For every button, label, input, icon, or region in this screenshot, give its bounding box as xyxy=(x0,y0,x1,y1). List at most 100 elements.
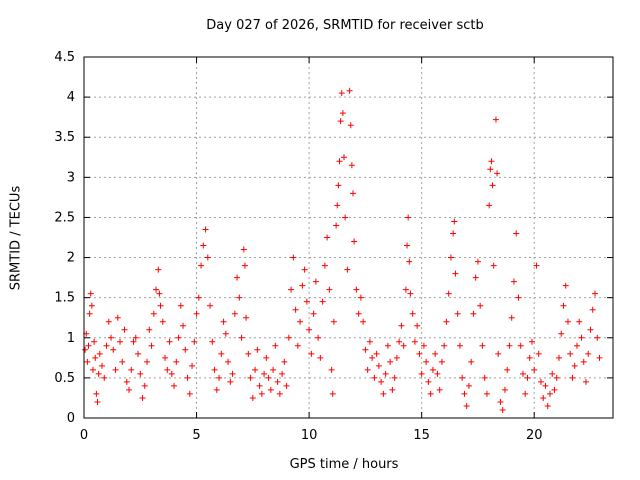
data-point xyxy=(339,110,346,117)
data-point xyxy=(353,286,360,293)
y-tick-label: 3.5 xyxy=(54,130,75,145)
data-point xyxy=(321,262,328,269)
data-point xyxy=(546,390,553,397)
data-point xyxy=(336,158,343,165)
data-point xyxy=(515,294,522,301)
data-point xyxy=(202,226,209,233)
data-point xyxy=(88,302,95,309)
data-point xyxy=(344,266,351,273)
data-point xyxy=(423,358,430,365)
data-point xyxy=(400,342,407,349)
data-point xyxy=(571,362,578,369)
data-point xyxy=(103,342,110,349)
data-point xyxy=(173,358,180,365)
data-point xyxy=(357,294,364,301)
data-point xyxy=(510,278,517,285)
data-point xyxy=(297,318,304,325)
data-point xyxy=(265,374,272,381)
data-point xyxy=(123,378,130,385)
x-axis-label: GPS time / hours xyxy=(289,457,399,472)
data-point xyxy=(495,350,502,357)
data-point xyxy=(342,214,349,221)
data-point xyxy=(117,338,124,345)
data-point xyxy=(168,370,175,377)
y-tick-label: 1.5 xyxy=(54,291,75,306)
data-point xyxy=(180,322,187,329)
data-point xyxy=(432,350,439,357)
data-point xyxy=(441,342,448,349)
data-point xyxy=(351,238,358,245)
data-point xyxy=(508,314,515,321)
data-point xyxy=(198,262,205,269)
data-point xyxy=(429,366,436,373)
data-point xyxy=(382,370,389,377)
data-point xyxy=(261,370,268,377)
data-point xyxy=(254,346,261,353)
data-point xyxy=(294,342,301,349)
data-point xyxy=(517,342,524,349)
data-point xyxy=(338,90,345,97)
data-point xyxy=(450,230,457,237)
data-point xyxy=(474,258,481,265)
data-point xyxy=(487,166,494,173)
data-point xyxy=(148,342,155,349)
data-point xyxy=(333,222,340,229)
data-point xyxy=(387,358,394,365)
data-point xyxy=(243,314,250,321)
data-point xyxy=(362,346,369,353)
data-point xyxy=(555,354,562,361)
data-point xyxy=(447,254,454,261)
data-point xyxy=(373,350,380,357)
data-point xyxy=(488,158,495,165)
data-point xyxy=(490,262,497,269)
y-tick-label: 3 xyxy=(67,170,75,185)
data-point xyxy=(164,366,171,373)
data-point xyxy=(121,326,128,333)
data-point xyxy=(411,338,418,345)
data-point xyxy=(355,310,362,317)
data-point xyxy=(553,374,560,381)
data-point xyxy=(378,378,385,385)
data-point xyxy=(463,402,470,409)
data-point xyxy=(364,366,371,373)
data-point xyxy=(292,306,299,313)
data-point xyxy=(494,170,501,177)
data-point xyxy=(227,378,234,385)
data-point xyxy=(272,342,279,349)
data-point xyxy=(310,310,317,317)
data-point xyxy=(94,398,101,405)
y-tick-label: 4.5 xyxy=(54,50,75,65)
data-point xyxy=(389,386,396,393)
data-point xyxy=(540,394,547,401)
data-point xyxy=(347,122,354,129)
data-point xyxy=(330,318,337,325)
data-point xyxy=(380,390,387,397)
data-point xyxy=(434,370,441,377)
data-point xyxy=(573,342,580,349)
data-point xyxy=(207,302,214,309)
data-point xyxy=(105,318,112,325)
data-point xyxy=(96,350,103,357)
data-point xyxy=(567,350,574,357)
data-point xyxy=(112,366,119,373)
data-point xyxy=(285,334,292,341)
data-point xyxy=(263,354,270,361)
data-point xyxy=(425,378,432,385)
data-point xyxy=(141,382,148,389)
data-point xyxy=(481,374,488,381)
data-point xyxy=(189,362,196,369)
data-point xyxy=(213,386,220,393)
data-point xyxy=(186,390,193,397)
data-point xyxy=(216,374,223,381)
data-point xyxy=(334,202,341,209)
data-point xyxy=(166,338,173,345)
data-point xyxy=(279,370,286,377)
data-point xyxy=(315,334,322,341)
plot-frame xyxy=(83,56,614,419)
data-point xyxy=(522,390,529,397)
y-tick-label: 4 xyxy=(67,90,75,105)
data-point xyxy=(290,254,297,261)
data-point xyxy=(270,366,277,373)
data-point xyxy=(95,370,102,377)
